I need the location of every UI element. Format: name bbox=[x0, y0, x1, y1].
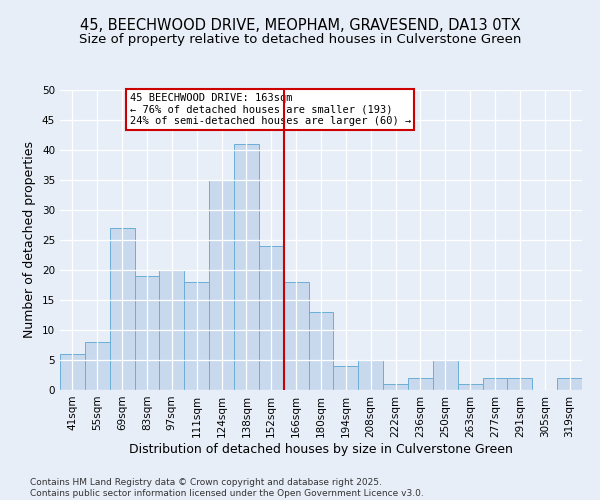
Bar bbox=[408, 378, 433, 390]
Bar bbox=[458, 384, 482, 390]
Bar bbox=[60, 354, 85, 390]
Bar bbox=[334, 366, 358, 390]
X-axis label: Distribution of detached houses by size in Culverstone Green: Distribution of detached houses by size … bbox=[129, 442, 513, 456]
Bar bbox=[110, 228, 134, 390]
Bar bbox=[160, 270, 184, 390]
Bar bbox=[209, 180, 234, 390]
Bar bbox=[358, 360, 383, 390]
Bar bbox=[85, 342, 110, 390]
Text: Size of property relative to detached houses in Culverstone Green: Size of property relative to detached ho… bbox=[79, 32, 521, 46]
Text: 45, BEECHWOOD DRIVE, MEOPHAM, GRAVESEND, DA13 0TX: 45, BEECHWOOD DRIVE, MEOPHAM, GRAVESEND,… bbox=[80, 18, 520, 32]
Bar bbox=[259, 246, 284, 390]
Bar bbox=[383, 384, 408, 390]
Bar bbox=[134, 276, 160, 390]
Bar bbox=[184, 282, 209, 390]
Bar bbox=[508, 378, 532, 390]
Bar bbox=[482, 378, 508, 390]
Bar bbox=[308, 312, 334, 390]
Y-axis label: Number of detached properties: Number of detached properties bbox=[23, 142, 37, 338]
Bar bbox=[433, 360, 458, 390]
Bar bbox=[234, 144, 259, 390]
Bar bbox=[557, 378, 582, 390]
Text: 45 BEECHWOOD DRIVE: 163sqm
← 76% of detached houses are smaller (193)
24% of sem: 45 BEECHWOOD DRIVE: 163sqm ← 76% of deta… bbox=[130, 93, 411, 126]
Text: Contains HM Land Registry data © Crown copyright and database right 2025.
Contai: Contains HM Land Registry data © Crown c… bbox=[30, 478, 424, 498]
Bar bbox=[284, 282, 308, 390]
